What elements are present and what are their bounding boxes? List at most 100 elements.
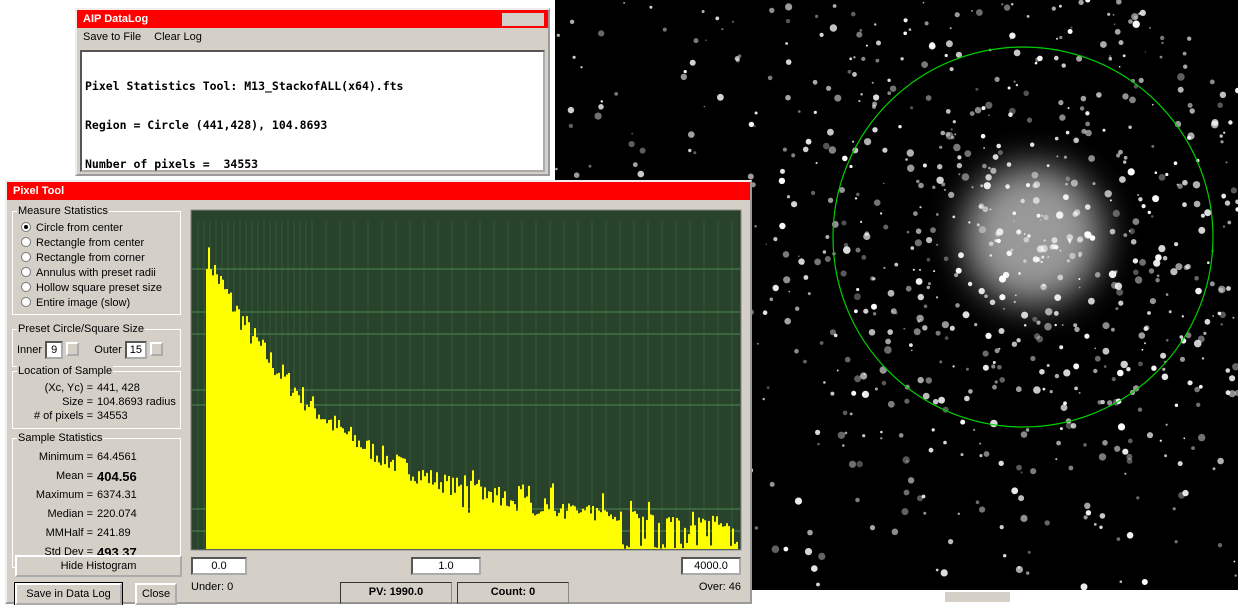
stat-label: Median =	[13, 505, 97, 524]
radio[interactable]	[21, 222, 31, 232]
star	[1138, 362, 1143, 367]
star	[1104, 365, 1107, 368]
option-label: Rectangle from corner	[36, 252, 145, 264]
radio-option[interactable]: Annulus with preset radii	[21, 266, 180, 281]
radio[interactable]	[21, 297, 31, 307]
star	[1166, 424, 1168, 426]
option-label: Hollow square preset size	[36, 282, 162, 294]
inner-field[interactable]: 9	[45, 341, 63, 359]
radio[interactable]	[21, 237, 31, 247]
star	[791, 153, 795, 157]
star	[830, 392, 834, 396]
star	[834, 95, 841, 102]
mid-field[interactable]: 1.0	[411, 557, 481, 575]
star	[1068, 107, 1070, 109]
stat-value: 220.074	[97, 505, 137, 524]
star	[1095, 356, 1101, 362]
radio-option[interactable]: Circle from center	[21, 221, 180, 236]
radio[interactable]	[21, 267, 31, 277]
radio-option[interactable]: Entire image (slow)	[21, 296, 180, 311]
star	[1109, 57, 1113, 61]
star	[1133, 218, 1140, 225]
spinner[interactable]	[150, 342, 163, 356]
stat-label: Minimum =	[13, 448, 97, 467]
star	[814, 259, 821, 266]
star	[1177, 73, 1185, 81]
radio-option[interactable]: Hollow square preset size	[21, 281, 180, 296]
star	[1123, 54, 1126, 57]
spinner[interactable]	[66, 342, 79, 356]
star	[990, 420, 998, 428]
window-controls[interactable]	[502, 13, 544, 26]
star	[1190, 139, 1192, 141]
star	[1094, 348, 1096, 350]
star	[1151, 145, 1154, 148]
outer-field[interactable]: 15	[125, 341, 147, 359]
star	[818, 553, 825, 560]
menu-item[interactable]: Save to File	[83, 31, 141, 43]
star	[749, 122, 754, 127]
max-field[interactable]: 4000.0	[681, 557, 741, 575]
option-label: Circle from center	[36, 222, 123, 234]
star	[888, 290, 895, 297]
radio-option[interactable]: Rectangle from center	[21, 236, 180, 251]
star	[907, 149, 914, 156]
star	[1226, 161, 1228, 163]
min-field[interactable]: 0.0	[191, 557, 247, 575]
star	[837, 370, 839, 372]
star	[1162, 368, 1165, 371]
star	[941, 569, 948, 576]
star	[880, 366, 887, 373]
star	[894, 263, 898, 267]
star	[1196, 403, 1200, 407]
star	[945, 54, 948, 57]
stat-value: 104.8693 radius	[97, 395, 176, 409]
group-label: Sample Statistics	[17, 432, 103, 444]
menu-item[interactable]: Clear Log	[154, 31, 202, 43]
star	[1011, 3, 1014, 6]
star	[1160, 353, 1166, 359]
stats-group: Sample Statistics Minimum =64.4561Mean =…	[12, 438, 181, 568]
star	[1113, 210, 1120, 217]
star	[1114, 446, 1120, 452]
star	[873, 94, 879, 100]
star	[854, 309, 858, 313]
star	[748, 174, 754, 180]
star	[849, 57, 852, 60]
star	[1100, 41, 1107, 48]
star	[929, 42, 935, 48]
star	[1028, 551, 1031, 554]
star	[1020, 515, 1027, 522]
star	[870, 525, 875, 530]
star	[1223, 226, 1225, 228]
star	[1105, 190, 1112, 197]
star	[874, 23, 876, 25]
star	[823, 250, 826, 253]
star	[1173, 507, 1176, 510]
radio-option[interactable]: Rectangle from corner	[21, 251, 180, 266]
star	[1004, 4, 1010, 10]
menu-bar: Save to File Clear Log	[77, 28, 548, 46]
star	[913, 211, 918, 216]
radio[interactable]	[21, 282, 31, 292]
star	[1068, 29, 1073, 34]
star	[995, 380, 998, 383]
star	[887, 91, 891, 95]
star	[1158, 245, 1165, 252]
star	[979, 507, 985, 513]
radio[interactable]	[21, 252, 31, 262]
star	[1133, 21, 1140, 28]
star	[857, 461, 863, 467]
star	[1008, 87, 1011, 90]
star	[1116, 289, 1123, 296]
star	[1119, 176, 1126, 183]
star	[971, 10, 973, 12]
star	[1001, 3, 1003, 5]
star	[1103, 129, 1106, 132]
option-label: Annulus with preset radii	[36, 267, 156, 279]
star	[1059, 5, 1062, 8]
star	[950, 67, 954, 71]
star	[1059, 114, 1065, 120]
star	[933, 270, 935, 272]
hide-histogram-button[interactable]: Hide Histogram	[15, 555, 182, 577]
